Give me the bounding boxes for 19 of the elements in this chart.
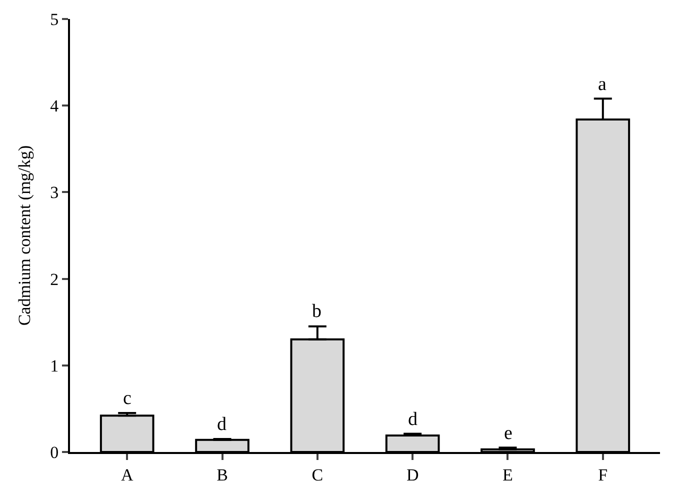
y-tick-label: 2 <box>50 270 59 289</box>
x-tick-label: F <box>598 465 608 484</box>
y-tick-label: 0 <box>50 442 59 462</box>
x-tick-label: E <box>502 465 513 484</box>
annotation: d <box>217 414 227 435</box>
annotation: e <box>504 423 512 444</box>
y-axis-title: Cadmium content (mg/kg) <box>15 145 34 326</box>
y-tick-label: 5 <box>50 10 59 29</box>
x-tick-label: A <box>120 465 134 484</box>
x-tick-label: D <box>406 465 419 484</box>
y-tick-label: 4 <box>50 96 60 116</box>
y-tick-label: 1 <box>50 356 59 376</box>
x-tick-label: C <box>312 465 324 484</box>
annotation: d <box>408 409 418 430</box>
y-tick-label: 3 <box>50 183 59 202</box>
annotation: c <box>123 388 132 409</box>
annotation: a <box>598 74 607 95</box>
x-tick-label: B <box>216 465 228 484</box>
annotation: b <box>312 301 322 322</box>
